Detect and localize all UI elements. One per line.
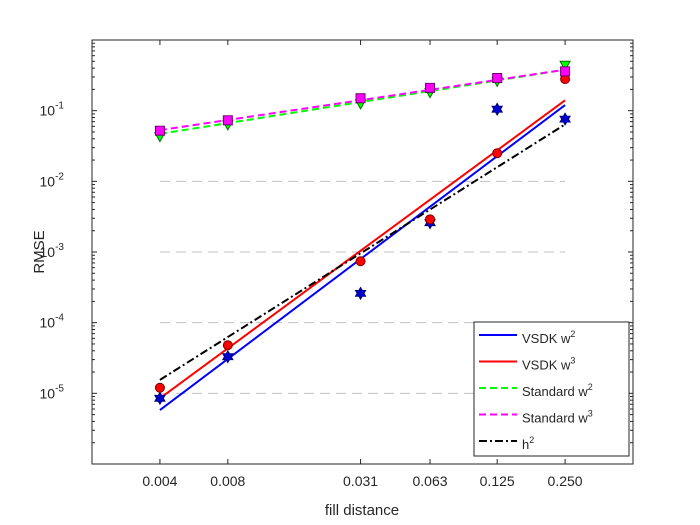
- data-point: [425, 214, 436, 225]
- x-tick-label: 0.031: [343, 473, 378, 489]
- y-tick-label: 10-5: [40, 383, 65, 401]
- data-point: [355, 93, 366, 104]
- y-tick-label: 10-3: [40, 242, 65, 260]
- data-point: [221, 349, 234, 364]
- legend: VSDK w2 VSDK w3 Standard w2 Standard w3 h2: [473, 321, 630, 457]
- data-markers: [154, 60, 571, 406]
- y-axis-label: RMSE: [31, 230, 48, 273]
- legend-entry: Standard w3: [522, 409, 593, 426]
- legend-entry: Standard w2: [522, 382, 593, 399]
- x-tick-label: 0.008: [210, 473, 245, 489]
- data-point: [492, 72, 503, 83]
- x-tick-label: 0.250: [548, 473, 583, 489]
- legend-entry: VSDK w3: [522, 356, 575, 373]
- data-point: [354, 286, 367, 301]
- y-tick-label: 10-2: [40, 171, 65, 189]
- data-point: [491, 102, 504, 116]
- y-tick-label: 10-4: [40, 313, 65, 331]
- data-point: [560, 66, 571, 77]
- x-tick-label: 0.063: [413, 473, 448, 489]
- y-tick-label: 10-1: [40, 101, 65, 119]
- data-point: [355, 256, 366, 267]
- x-tick-labels: 0.004 0.008 0.031 0.063 0.125 0.250: [142, 473, 582, 489]
- x-tick-label: 0.004: [142, 473, 177, 489]
- data-point: [222, 115, 233, 126]
- data-point: [425, 82, 436, 93]
- data-point: [559, 112, 571, 126]
- data-point: [559, 60, 571, 72]
- y-tick-labels: 10-5 10-4 10-3 10-2 10-1: [40, 101, 65, 402]
- legend-entry: VSDK w2: [522, 329, 575, 346]
- legend-box: [473, 321, 630, 457]
- x-tick-label: 0.125: [480, 473, 515, 489]
- data-point: [492, 148, 503, 159]
- data-point: [154, 125, 165, 136]
- legend-entry: h2: [522, 435, 534, 452]
- data-point: [154, 391, 166, 406]
- data-point: [222, 340, 233, 351]
- data-point: [154, 382, 165, 393]
- x-axis-label: fill distance: [325, 502, 399, 519]
